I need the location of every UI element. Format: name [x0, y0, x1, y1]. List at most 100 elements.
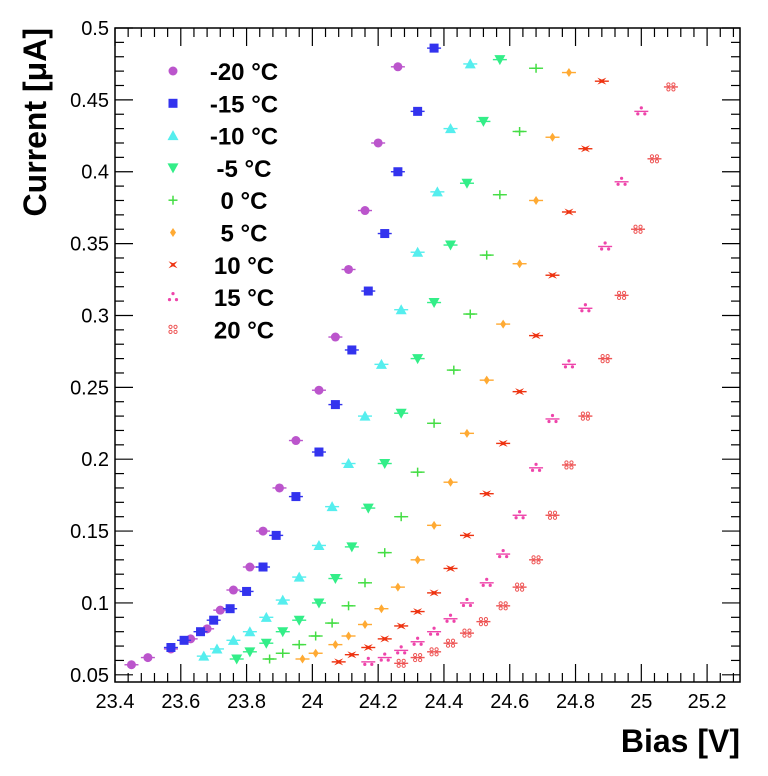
data-point — [514, 510, 525, 520]
data-point — [260, 611, 272, 622]
data-point — [515, 388, 525, 396]
data-point — [600, 353, 610, 364]
x-tick-label: 25.2 — [688, 691, 727, 713]
data-point — [431, 186, 443, 197]
x-tick-label: 25 — [630, 691, 652, 713]
legend-label: -20 °C — [210, 59, 278, 86]
data-point — [547, 510, 558, 520]
x-tick-label: 23.8 — [227, 691, 266, 713]
series-3 — [229, 55, 507, 665]
y-tick-label: 0.35 — [70, 234, 109, 256]
data-point — [363, 286, 373, 296]
data-point — [445, 613, 456, 623]
data-point — [413, 608, 423, 616]
data-point — [277, 627, 289, 638]
data-point — [277, 594, 289, 605]
data-point — [242, 586, 252, 596]
data-point — [498, 601, 508, 611]
data-point — [313, 598, 325, 609]
data-point — [481, 577, 492, 587]
data-point — [271, 530, 281, 540]
y-tick-label: 0.25 — [70, 377, 109, 399]
data-point — [294, 640, 304, 650]
series-5 — [295, 68, 576, 664]
x-tick-label: 24.4 — [424, 691, 463, 713]
data-point — [143, 653, 153, 663]
data-point — [428, 626, 440, 636]
data-point — [428, 298, 440, 309]
data-point — [393, 167, 403, 177]
legend-marker — [167, 292, 179, 302]
data-point — [565, 68, 572, 78]
series-2 — [196, 58, 478, 661]
data-point — [429, 589, 439, 597]
data-point — [209, 615, 219, 625]
legend-label: 5 °C — [221, 221, 268, 248]
legend-item: -20 °C — [168, 59, 278, 86]
data-point — [293, 571, 305, 582]
legend-marker — [167, 130, 179, 141]
data-point — [413, 106, 423, 116]
data-point — [326, 501, 338, 512]
series-0 — [124, 62, 405, 670]
series-4 — [262, 63, 544, 664]
data-point — [530, 462, 542, 472]
data-point — [547, 413, 558, 424]
y-tick-label: 0.1 — [81, 593, 109, 615]
data-point — [314, 447, 324, 457]
data-point — [291, 492, 301, 502]
data-point — [362, 503, 374, 514]
data-point — [396, 512, 406, 522]
data-point — [274, 483, 284, 493]
y-tick-label: 0.05 — [70, 665, 109, 687]
data-point — [244, 647, 256, 658]
data-point — [265, 654, 275, 664]
data-point — [330, 332, 340, 342]
legend-item: 10 °C — [168, 253, 274, 280]
data-point — [564, 460, 574, 470]
data-point — [314, 385, 324, 395]
legend-label: 0 °C — [221, 188, 268, 215]
data-point — [278, 648, 288, 658]
data-point — [396, 622, 406, 630]
data-point — [412, 246, 424, 257]
data-point — [413, 652, 423, 663]
data-point — [362, 620, 368, 630]
data-point — [482, 490, 492, 498]
data-point — [580, 145, 590, 153]
data-point — [495, 190, 505, 200]
data-point — [414, 555, 421, 565]
legend-label: -10 °C — [210, 124, 278, 151]
x-axis-title: Bias [V] — [621, 723, 740, 759]
data-point — [461, 178, 473, 189]
data-point — [463, 428, 470, 438]
data-point — [312, 648, 319, 658]
data-point — [580, 411, 590, 421]
legend-item: -10 °C — [167, 124, 278, 151]
data-point — [464, 58, 476, 69]
axis-ticks: 23.4 23.6 23.8 24 24.2 24.4 24.6 24.8 25 25.2 0.05… — [70, 18, 740, 713]
data-point — [447, 477, 454, 487]
data-point — [332, 640, 339, 650]
data-point — [449, 365, 459, 375]
y-tick-label: 0.5 — [81, 18, 109, 40]
data-point — [345, 631, 352, 641]
data-point — [379, 652, 390, 662]
data-point — [299, 654, 306, 664]
y-tick-label: 0.15 — [70, 521, 109, 543]
data-point — [395, 304, 407, 315]
data-point — [600, 241, 611, 251]
x-tick-label: 23.6 — [161, 691, 200, 713]
data-point — [380, 635, 390, 643]
data-point — [445, 123, 457, 134]
data-point — [412, 636, 423, 646]
data-point — [531, 332, 541, 340]
legend-item: -15 °C — [168, 91, 278, 118]
data-point — [616, 176, 627, 186]
data-point — [531, 63, 541, 73]
series-1 — [163, 43, 442, 653]
x-tick-label: 24.2 — [359, 691, 398, 713]
data-point — [215, 605, 225, 615]
data-point — [465, 309, 475, 319]
